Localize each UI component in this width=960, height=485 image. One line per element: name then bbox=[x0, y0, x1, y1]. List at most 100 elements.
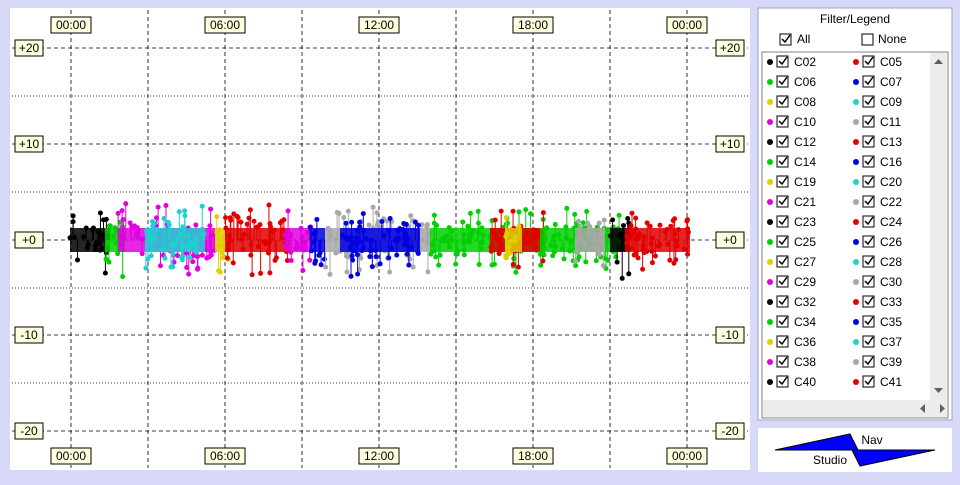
cloud-dot bbox=[127, 220, 133, 226]
legend-item[interactable]: C02 bbox=[767, 55, 816, 69]
cloud-dot bbox=[266, 202, 272, 208]
legend-item[interactable]: C16 bbox=[853, 155, 902, 169]
legend-item[interactable]: C28 bbox=[853, 255, 902, 269]
legend-item[interactable]: C41 bbox=[853, 375, 902, 389]
cloud-dot bbox=[644, 220, 650, 226]
cloud-dot bbox=[240, 246, 246, 252]
check bbox=[778, 216, 788, 226]
cloud-dot bbox=[107, 223, 113, 229]
all-checkbox[interactable] bbox=[779, 33, 792, 46]
cloud-dot bbox=[83, 225, 89, 231]
legend-item[interactable]: C37 bbox=[853, 335, 902, 349]
legend-item[interactable]: C21 bbox=[767, 195, 816, 209]
legend-item[interactable]: C13 bbox=[853, 135, 902, 149]
legend-item[interactable]: C39 bbox=[853, 355, 902, 369]
cloud-dot bbox=[379, 219, 385, 225]
legend-item[interactable]: C11 bbox=[853, 115, 901, 129]
cloud-dot bbox=[118, 242, 124, 248]
cloud-dot bbox=[360, 211, 366, 217]
cloud-dot bbox=[230, 260, 236, 266]
legend-checkbox bbox=[776, 175, 789, 188]
scroll-down[interactable] bbox=[934, 388, 943, 393]
legend-item[interactable]: C32 bbox=[767, 295, 816, 309]
cloud-dot bbox=[593, 258, 599, 264]
tick-box bbox=[14, 39, 44, 57]
cloud-dot bbox=[614, 259, 620, 265]
cloud-dot bbox=[113, 241, 119, 247]
legend-item[interactable]: C06 bbox=[767, 75, 816, 89]
legend-item[interactable]: C07 bbox=[853, 75, 902, 89]
legend-item[interactable]: C09 bbox=[853, 95, 902, 109]
legend-item[interactable]: C23 bbox=[767, 215, 816, 229]
cloud-dot bbox=[207, 223, 213, 229]
legend-item[interactable]: C25 bbox=[767, 235, 816, 249]
cloud-dot bbox=[312, 260, 318, 266]
cloud-dot bbox=[492, 217, 498, 223]
nav-label[interactable]: Nav bbox=[861, 433, 882, 447]
legend-swatch bbox=[853, 219, 859, 225]
cloud-dot bbox=[467, 210, 473, 216]
legend-item[interactable]: C26 bbox=[853, 235, 902, 249]
legend-item[interactable]: C34 bbox=[767, 315, 816, 329]
vertical-scrollbar[interactable] bbox=[930, 53, 947, 400]
tick-label: 00:00 bbox=[56, 18, 86, 32]
legend-item[interactable]: C19 bbox=[767, 175, 816, 189]
check bbox=[864, 256, 874, 266]
cloud-dot bbox=[284, 258, 290, 264]
legend-item[interactable]: C10 bbox=[767, 115, 816, 129]
legend-item[interactable]: C22 bbox=[853, 195, 902, 209]
legend-item[interactable]: C14 bbox=[767, 155, 816, 169]
legend-item[interactable]: C27 bbox=[767, 255, 816, 269]
scatter-cloud bbox=[67, 201, 691, 281]
tick-label: 12:00 bbox=[364, 18, 394, 32]
legend-checkbox bbox=[776, 375, 789, 388]
legend-item[interactable]: C12 bbox=[767, 135, 816, 149]
legend-item[interactable]: C35 bbox=[853, 315, 902, 329]
legend-item[interactable]: C38 bbox=[767, 355, 816, 369]
legend-swatch bbox=[767, 219, 773, 225]
scroll-left[interactable] bbox=[920, 404, 925, 413]
all-label[interactable]: All bbox=[797, 32, 810, 46]
cloud-dot bbox=[555, 232, 561, 238]
cloud-dot bbox=[538, 251, 544, 257]
cloud-dot bbox=[640, 243, 646, 249]
cloud-dot bbox=[340, 232, 346, 238]
check bbox=[778, 276, 788, 286]
legend-item[interactable]: C30 bbox=[853, 275, 902, 289]
none-checkbox[interactable] bbox=[861, 33, 874, 46]
cloud-dot bbox=[220, 255, 226, 261]
cloud-dot bbox=[102, 270, 108, 276]
none-label[interactable]: None bbox=[878, 32, 907, 46]
horizontal-scrollbar[interactable] bbox=[763, 400, 947, 417]
cloud-dot bbox=[269, 229, 275, 235]
cloud-dot bbox=[175, 253, 181, 259]
studio-label[interactable]: Studio bbox=[813, 453, 847, 467]
cloud-dot bbox=[510, 208, 516, 214]
cloud-dot bbox=[415, 249, 421, 255]
legend-label: C08 bbox=[794, 95, 816, 109]
cloud-dot bbox=[635, 255, 641, 261]
cloud-dot bbox=[308, 248, 314, 254]
cloud-dot bbox=[347, 245, 353, 251]
cloud-dot bbox=[115, 210, 121, 216]
legend-item[interactable]: C33 bbox=[853, 295, 902, 309]
cloud-dot bbox=[333, 250, 339, 256]
legend-item[interactable]: C05 bbox=[853, 55, 902, 69]
cloud-dot bbox=[619, 275, 625, 281]
legend-item[interactable]: C20 bbox=[853, 175, 902, 189]
cloud-dot bbox=[352, 248, 358, 254]
legend-item[interactable]: C08 bbox=[767, 95, 816, 109]
cloud-dot bbox=[626, 271, 632, 277]
legend-item[interactable]: C40 bbox=[767, 375, 816, 389]
check bbox=[778, 336, 788, 346]
check bbox=[864, 116, 874, 126]
tick-box bbox=[14, 422, 44, 440]
legend-item[interactable]: C29 bbox=[767, 275, 816, 289]
scroll-right[interactable] bbox=[940, 404, 945, 413]
cloud-dot bbox=[673, 257, 679, 263]
legend-item[interactable]: C24 bbox=[853, 215, 902, 229]
scroll-up[interactable] bbox=[934, 59, 943, 64]
legend-item[interactable]: C36 bbox=[767, 335, 816, 349]
cloud-dot bbox=[194, 254, 200, 260]
cloud-dot bbox=[348, 273, 354, 279]
